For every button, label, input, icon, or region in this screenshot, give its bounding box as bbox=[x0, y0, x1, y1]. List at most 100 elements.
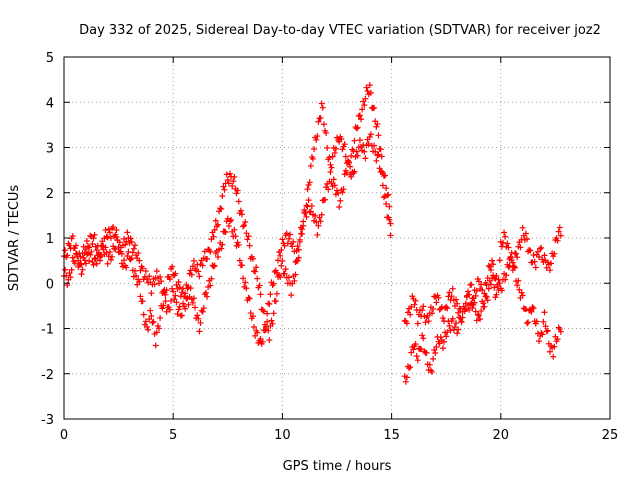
data-point bbox=[303, 202, 310, 209]
data-point bbox=[514, 282, 521, 289]
data-point bbox=[361, 148, 368, 155]
data-point bbox=[507, 253, 514, 260]
data-point bbox=[403, 320, 410, 327]
data-point bbox=[266, 337, 273, 344]
data-point bbox=[339, 189, 346, 196]
data-point bbox=[331, 182, 338, 189]
data-point bbox=[88, 248, 95, 255]
data-point bbox=[455, 326, 462, 333]
data-point bbox=[556, 224, 563, 231]
data-point bbox=[170, 288, 177, 295]
data-point bbox=[489, 275, 496, 282]
data-point bbox=[211, 262, 218, 269]
data-point bbox=[172, 292, 179, 299]
data-point bbox=[387, 232, 394, 239]
data-point bbox=[296, 236, 303, 243]
data-point bbox=[305, 197, 312, 204]
data-point bbox=[514, 254, 521, 261]
data-point bbox=[241, 222, 248, 229]
data-point bbox=[174, 310, 181, 317]
data-point bbox=[432, 349, 439, 356]
data-point bbox=[472, 308, 479, 315]
data-point bbox=[378, 153, 385, 160]
data-point bbox=[118, 260, 125, 267]
data-point bbox=[224, 176, 231, 183]
data-point bbox=[235, 198, 242, 205]
data-point bbox=[493, 291, 500, 298]
data-point bbox=[382, 172, 389, 179]
data-point bbox=[243, 230, 250, 237]
data-point bbox=[81, 257, 88, 264]
data-point bbox=[453, 296, 460, 303]
data-point bbox=[489, 257, 496, 264]
data-point bbox=[319, 104, 326, 111]
data-point bbox=[386, 216, 393, 223]
data-point bbox=[504, 240, 511, 247]
data-point bbox=[365, 140, 372, 147]
data-point bbox=[325, 186, 332, 193]
data-point bbox=[414, 357, 421, 364]
data-point bbox=[73, 242, 80, 249]
data-point bbox=[436, 340, 443, 347]
data-point bbox=[105, 226, 112, 233]
data-point bbox=[290, 238, 297, 245]
data-point bbox=[277, 252, 284, 259]
data-point bbox=[482, 293, 489, 300]
data-point bbox=[531, 258, 538, 265]
data-point bbox=[351, 168, 358, 175]
data-point bbox=[340, 186, 347, 193]
data-point bbox=[214, 253, 221, 260]
data-point bbox=[485, 262, 492, 269]
data-point bbox=[554, 237, 561, 244]
data-point bbox=[441, 318, 448, 325]
data-point bbox=[283, 230, 290, 237]
data-point bbox=[281, 270, 288, 277]
data-point bbox=[226, 170, 233, 177]
data-point bbox=[362, 95, 369, 102]
data-point bbox=[387, 220, 394, 227]
data-point bbox=[462, 305, 469, 312]
data-point bbox=[125, 248, 132, 255]
data-point bbox=[557, 328, 564, 335]
data-point bbox=[182, 305, 189, 312]
data-point bbox=[469, 304, 476, 311]
data-point bbox=[338, 136, 345, 143]
data-point bbox=[374, 121, 381, 128]
data-point bbox=[163, 308, 170, 315]
data-point bbox=[429, 310, 436, 317]
data-point bbox=[315, 118, 322, 125]
data-point bbox=[487, 281, 494, 288]
data-point bbox=[231, 174, 238, 181]
data-point bbox=[175, 278, 182, 285]
data-point bbox=[472, 292, 479, 299]
data-point bbox=[321, 196, 328, 203]
data-point bbox=[217, 205, 224, 212]
data-point bbox=[292, 271, 299, 278]
data-point bbox=[419, 307, 426, 314]
data-point bbox=[327, 161, 334, 168]
data-point bbox=[419, 332, 426, 339]
data-point bbox=[443, 333, 450, 340]
data-point bbox=[328, 164, 335, 171]
data-point bbox=[314, 231, 321, 238]
data-point bbox=[210, 233, 217, 240]
data-point bbox=[291, 277, 298, 284]
data-point bbox=[446, 322, 453, 329]
data-point bbox=[335, 190, 342, 197]
data-point bbox=[550, 353, 557, 360]
data-point bbox=[313, 136, 320, 143]
data-point bbox=[201, 248, 208, 255]
data-point bbox=[466, 306, 473, 313]
data-point bbox=[273, 269, 280, 276]
data-point bbox=[386, 203, 393, 210]
data-point bbox=[102, 227, 109, 234]
data-point bbox=[107, 256, 114, 263]
data-point bbox=[359, 106, 366, 113]
data-point bbox=[67, 274, 74, 281]
data-point bbox=[539, 256, 546, 263]
data-point bbox=[230, 178, 237, 185]
data-point bbox=[139, 298, 146, 305]
data-point bbox=[317, 114, 324, 121]
data-point bbox=[149, 319, 156, 326]
data-point bbox=[406, 365, 413, 372]
